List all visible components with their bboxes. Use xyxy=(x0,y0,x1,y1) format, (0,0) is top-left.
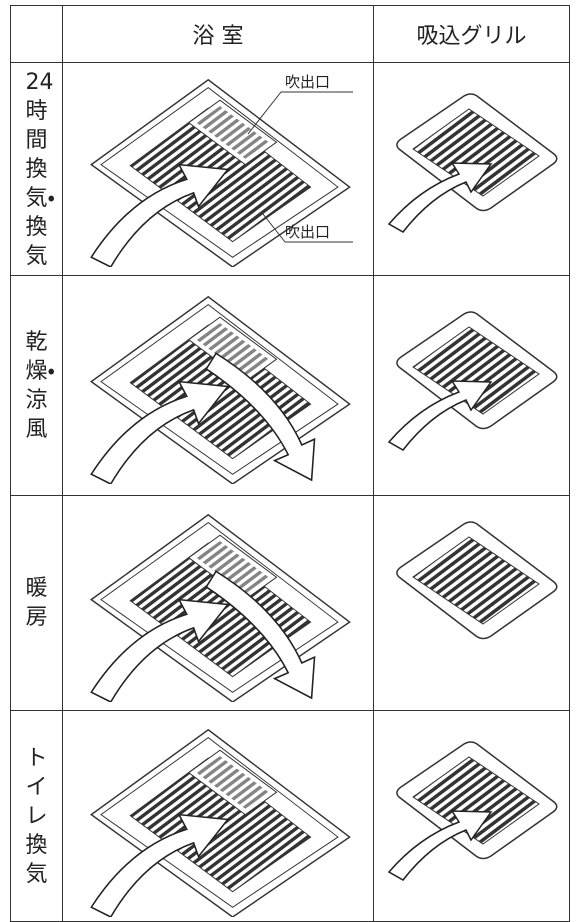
row-label-cell: 暖房 xyxy=(10,495,63,711)
row-label-cell: トイレ換気 xyxy=(10,710,63,922)
bath-illustration xyxy=(90,728,351,917)
intake-illustration xyxy=(388,740,558,881)
bath-cell: 吹出口 吹出口 xyxy=(62,62,374,276)
bath-cell xyxy=(62,275,374,496)
intake-cell xyxy=(373,495,570,711)
intake-illustration xyxy=(388,93,558,233)
header-row: 浴 室 吸込グリル xyxy=(10,5,570,63)
row: トイレ換気 xyxy=(10,710,570,922)
bath-illustration xyxy=(90,79,353,267)
row-label: 乾燥・涼風 xyxy=(25,329,55,442)
bath-illustration xyxy=(90,295,351,484)
bath-cell xyxy=(62,495,374,711)
mode-table: 浴 室 吸込グリル 24時間換気・換気 吹出口 吹出口 乾燥・涼風 xyxy=(10,5,570,922)
header-cell: 浴 室 xyxy=(62,5,374,63)
row: 24時間換気・換気 吹出口 吹出口 xyxy=(10,62,570,276)
callout: 吹出口 xyxy=(285,73,331,91)
row-label: 24時間換気・換気 xyxy=(25,69,55,269)
bath-illustration xyxy=(90,513,351,702)
row-label: 暖房 xyxy=(25,576,48,630)
intake-illustration xyxy=(388,310,558,451)
intake-illustration xyxy=(396,520,558,639)
bath-cell xyxy=(62,710,374,922)
row-label-cell: 乾燥・涼風 xyxy=(10,275,63,496)
row-label: トイレ換気 xyxy=(25,745,48,887)
corner-cell xyxy=(10,5,63,63)
row: 暖房 xyxy=(10,495,570,711)
intake-cell xyxy=(373,710,570,922)
row: 乾燥・涼風 xyxy=(10,275,570,496)
header-cell: 吸込グリル xyxy=(373,5,570,63)
intake-cell xyxy=(373,62,570,276)
intake-cell xyxy=(373,275,570,496)
callout: 吹出口 xyxy=(285,223,331,241)
row-label-cell: 24時間換気・換気 xyxy=(10,62,63,276)
